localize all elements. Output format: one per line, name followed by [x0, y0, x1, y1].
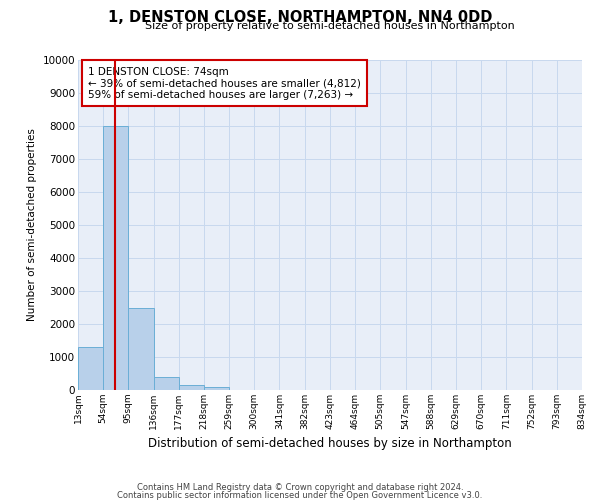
Bar: [103, 126, 128, 390]
Text: Contains HM Land Registry data © Crown copyright and database right 2024.: Contains HM Land Registry data © Crown c…: [137, 484, 463, 492]
Bar: [179, 385, 204, 390]
Title: Size of property relative to semi-detached houses in Northampton: Size of property relative to semi-detach…: [145, 22, 515, 32]
Bar: [128, 308, 154, 390]
Y-axis label: Number of semi-detached properties: Number of semi-detached properties: [27, 128, 37, 322]
Bar: [204, 386, 229, 390]
Text: 1, DENSTON CLOSE, NORTHAMPTON, NN4 0DD: 1, DENSTON CLOSE, NORTHAMPTON, NN4 0DD: [108, 10, 492, 25]
Text: Contains public sector information licensed under the Open Government Licence v3: Contains public sector information licen…: [118, 490, 482, 500]
Bar: [78, 347, 103, 390]
X-axis label: Distribution of semi-detached houses by size in Northampton: Distribution of semi-detached houses by …: [148, 438, 512, 450]
Bar: [154, 377, 179, 390]
Text: 1 DENSTON CLOSE: 74sqm
← 39% of semi-detached houses are smaller (4,812)
59% of : 1 DENSTON CLOSE: 74sqm ← 39% of semi-det…: [88, 66, 361, 100]
